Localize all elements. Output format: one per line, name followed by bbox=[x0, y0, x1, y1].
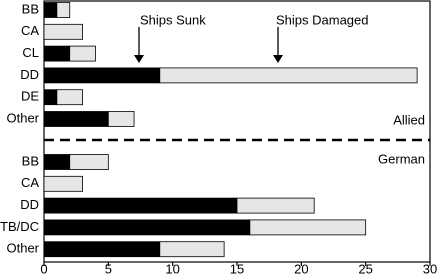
bar-segment bbox=[43, 45, 71, 62]
bar-segment bbox=[236, 197, 315, 214]
bar-segment bbox=[43, 2, 58, 18]
bar-segment bbox=[56, 89, 83, 106]
legend-arrowhead bbox=[134, 55, 144, 63]
y-tick-label: BB bbox=[22, 1, 39, 16]
y-tick-label: DD bbox=[20, 197, 39, 212]
x-tick-label: 25 bbox=[358, 261, 372, 276]
y-tick-label: Other bbox=[6, 241, 39, 256]
bar-segment bbox=[43, 241, 161, 258]
x-tick-label: 0 bbox=[40, 261, 47, 276]
bar-segment bbox=[43, 23, 83, 40]
group-label: German bbox=[378, 151, 425, 166]
y-tick-label: DE bbox=[21, 89, 39, 104]
bar-segment bbox=[56, 2, 71, 18]
y-tick-label: CA bbox=[21, 23, 39, 38]
bar-segment bbox=[43, 197, 238, 214]
x-tick-label: 15 bbox=[230, 261, 244, 276]
y-tick-label: DD bbox=[20, 67, 39, 82]
legend-label: Ships Sunk bbox=[140, 12, 206, 27]
bar-segment bbox=[43, 154, 71, 170]
bar-segment bbox=[43, 67, 161, 84]
y-tick-label: CL bbox=[22, 45, 39, 60]
bar-segment bbox=[43, 89, 58, 106]
legend-label: Ships Damaged bbox=[276, 12, 369, 27]
bar-segment bbox=[43, 111, 109, 127]
bar-segment bbox=[249, 219, 367, 236]
x-tick-label: 30 bbox=[423, 261, 437, 276]
y-tick-label: CA bbox=[21, 175, 39, 190]
y-tick-label: BB bbox=[22, 153, 39, 168]
bar-segment bbox=[159, 67, 418, 84]
group-label: Allied bbox=[393, 112, 425, 127]
x-tick-label: 20 bbox=[294, 261, 308, 276]
bar-segment bbox=[159, 241, 225, 258]
bar-segment bbox=[69, 154, 109, 170]
y-tick-label: TB/DC bbox=[0, 219, 39, 234]
legend-arrowhead bbox=[273, 55, 283, 63]
bar-segment bbox=[69, 45, 96, 62]
y-tick-label: Other bbox=[6, 110, 39, 125]
x-tick-label: 5 bbox=[105, 261, 112, 276]
bar-segment bbox=[107, 111, 135, 127]
bar-segment bbox=[43, 219, 251, 236]
bar-segment bbox=[43, 175, 83, 192]
x-tick-label: 10 bbox=[165, 261, 179, 276]
